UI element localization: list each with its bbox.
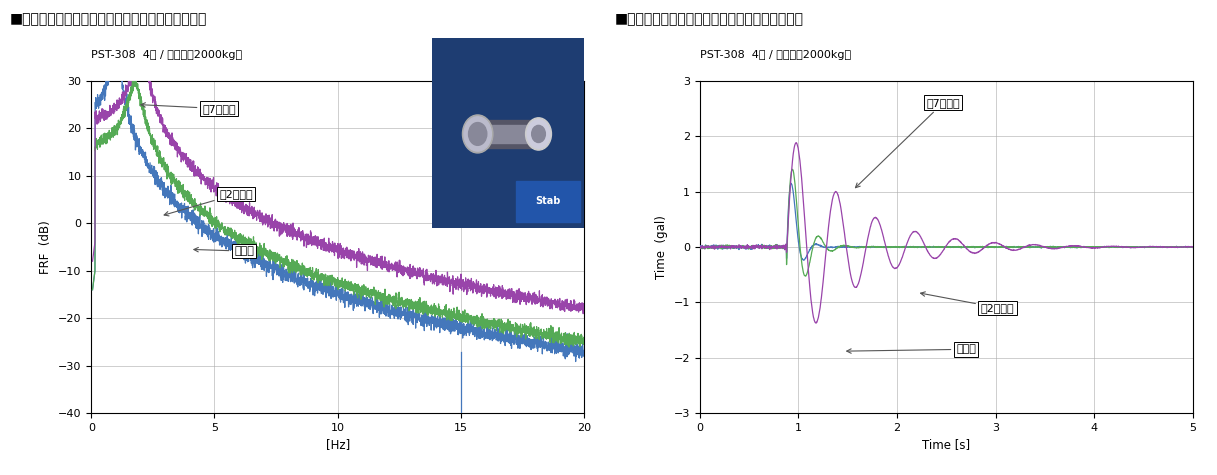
Circle shape — [526, 118, 551, 150]
Text: ■透過可調節壓差流量器調整時，震動傳達率的變化: ■透過可調節壓差流量器調整時，震動傳達率的變化 — [10, 12, 207, 26]
Bar — [516, 180, 579, 222]
Y-axis label: FRF  (dB): FRF (dB) — [39, 220, 52, 274]
Text: PST-308  4組 / 搞載重量2000kg時: PST-308 4組 / 搞載重量2000kg時 — [91, 50, 242, 60]
Bar — [477, 125, 542, 142]
X-axis label: [Hz]: [Hz] — [326, 438, 349, 452]
Text: ■透過可調節壓差流量器調整時，衰減波形的變化: ■透過可調節壓差流量器調整時，衰減波形的變化 — [615, 12, 803, 26]
Bar — [486, 120, 531, 148]
Ellipse shape — [527, 120, 550, 148]
Text: 全　閉: 全 閉 — [194, 246, 254, 256]
Ellipse shape — [532, 125, 545, 142]
Text: PST-308  4組 / 搞載重量2000kg時: PST-308 4組 / 搞載重量2000kg時 — [700, 50, 851, 60]
Y-axis label: Time  (gal): Time (gal) — [655, 215, 668, 279]
Text: 輓2圈開啟: 輓2圈開啟 — [920, 292, 1014, 313]
Text: 全　閉: 全 閉 — [847, 344, 976, 354]
Text: 輓2圈開啟: 輓2圈開啟 — [164, 189, 253, 216]
X-axis label: Time [s]: Time [s] — [922, 438, 970, 452]
Circle shape — [462, 115, 493, 153]
Text: 輓7圈開啟: 輓7圈開啟 — [856, 98, 960, 188]
Text: 輓7圈開啟: 輓7圈開啟 — [141, 103, 236, 114]
Ellipse shape — [464, 117, 492, 151]
Ellipse shape — [469, 123, 487, 145]
Text: Stab: Stab — [535, 196, 560, 207]
